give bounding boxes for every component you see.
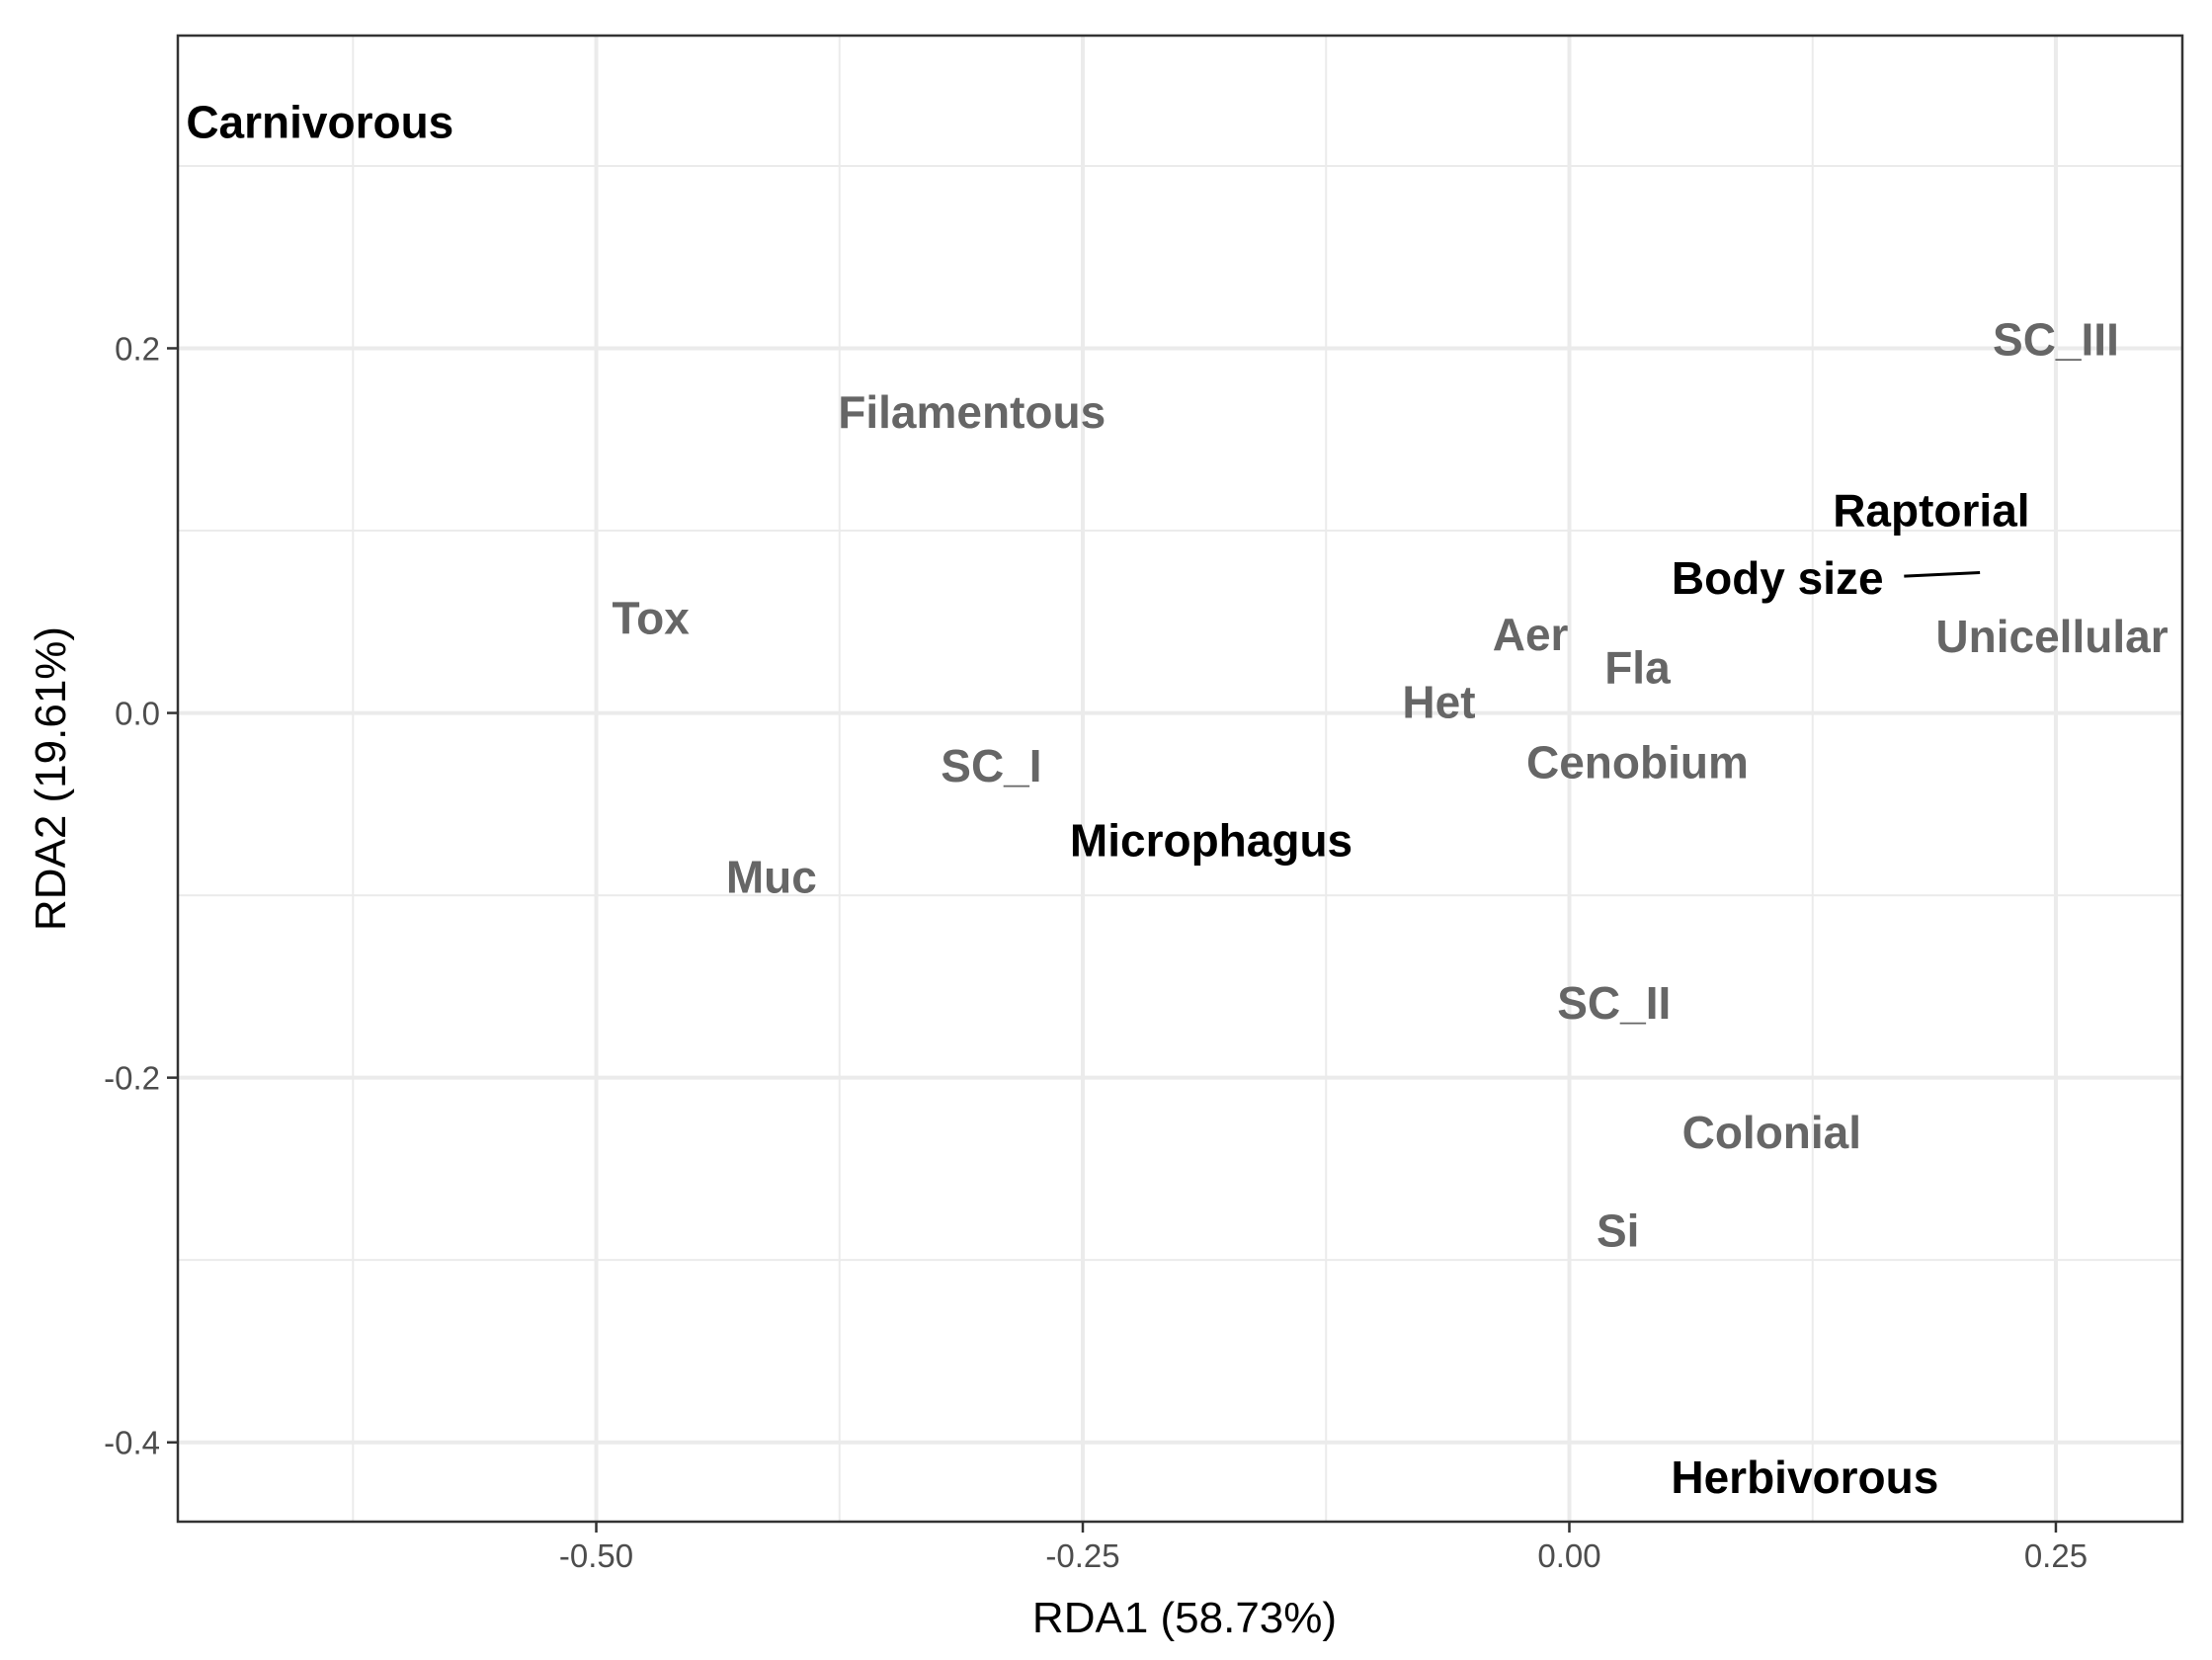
point-label-sc-iii: SC_III <box>1993 313 2119 365</box>
x-tick-label: 0.00 <box>1537 1537 1600 1574</box>
annotations <box>1904 570 1981 578</box>
x-axis-tick-labels: -0.50 -0.25 0.00 0.25 <box>559 1537 2088 1574</box>
point-label-sc-ii: SC_II <box>1557 977 1671 1029</box>
minor-gridlines <box>178 36 2182 1522</box>
body-size-arrow-segment <box>1904 570 1981 578</box>
x-tick-label: -0.25 <box>1045 1537 1119 1574</box>
y-tick-label: 0.0 <box>115 696 160 732</box>
point-label-tox: Tox <box>612 593 690 644</box>
point-label-sc-i: SC_I <box>941 740 1041 791</box>
y-tick-label: -0.4 <box>104 1425 160 1461</box>
y-axis-title: RDA2 (19.61%) <box>27 626 75 931</box>
point-label-raptorial: Raptorial <box>1833 485 2029 537</box>
point-label-carnivorous: Carnivorous <box>186 97 453 148</box>
data-labels: SC_III Filamentous Tox Unicellular Aer Fla Het… <box>186 97 2168 1503</box>
point-label-body-size: Body size <box>1672 552 1884 604</box>
point-label-filamentous: Filamentous <box>838 386 1106 438</box>
panel-border <box>176 34 2184 1524</box>
point-label-herbivorous: Herbivorous <box>1671 1452 1938 1503</box>
point-label-muc: Muc <box>726 852 817 903</box>
point-label-fla: Fla <box>1604 641 1671 693</box>
point-label-colonial: Colonial <box>1682 1107 1861 1158</box>
x-tick-label: 0.25 <box>2024 1537 2088 1574</box>
major-gridlines <box>178 36 2182 1522</box>
y-axis-tick-labels: -0.4 -0.2 0.0 0.2 <box>104 330 160 1460</box>
point-label-cenobium: Cenobium <box>1526 736 1749 788</box>
y-tick-label: 0.2 <box>115 330 160 367</box>
point-label-het: Het <box>1402 676 1475 727</box>
point-label-unicellular: Unicellular <box>1935 611 2168 662</box>
x-axis-title: RDA1 (58.73%) <box>1032 1594 1337 1642</box>
point-label-si: Si <box>1597 1205 1639 1257</box>
axis-ticks <box>167 347 2058 1533</box>
point-label-aer: Aer <box>1493 609 1569 660</box>
point-label-microphagus: Microphagus <box>1070 815 1352 867</box>
y-tick-label: -0.2 <box>104 1060 160 1097</box>
x-tick-label: -0.50 <box>559 1537 633 1574</box>
